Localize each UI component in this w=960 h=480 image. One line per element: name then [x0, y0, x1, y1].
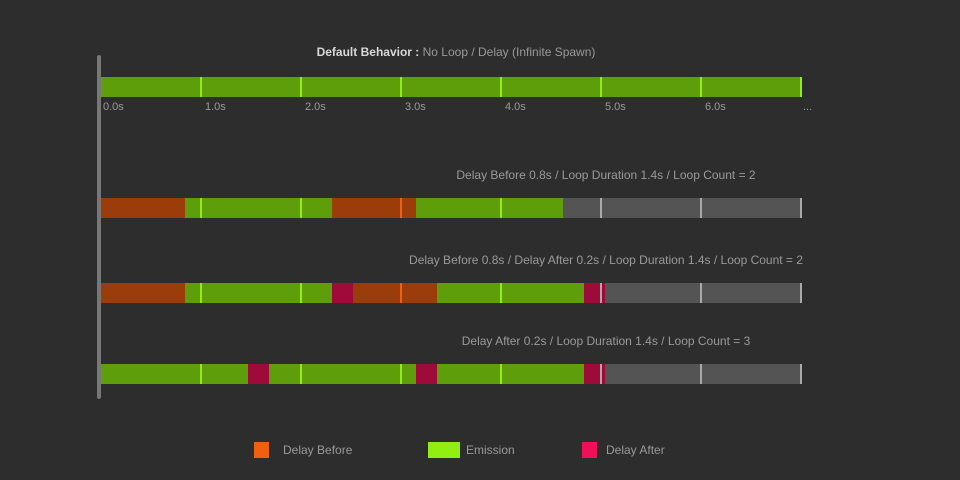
tick-mark	[500, 283, 502, 303]
tick-mark	[500, 198, 502, 218]
segment-delay-after	[584, 364, 605, 384]
tick-mark	[800, 77, 802, 97]
segment-emission	[437, 364, 584, 384]
tick-mark	[800, 198, 802, 218]
timeline-axis	[97, 55, 101, 399]
legend-label-delay-before: Delay Before	[283, 443, 353, 457]
tick-label: 5.0s	[605, 101, 626, 113]
segment-delay-after	[332, 283, 353, 303]
tick-label: ...	[803, 101, 813, 113]
default-title-bold: Default Behavior :	[316, 45, 420, 59]
segment-delay-before	[101, 283, 185, 303]
tick-mark	[200, 364, 202, 384]
tick-mark	[400, 198, 402, 218]
legend-swatch-delay-after	[582, 442, 597, 458]
tick-mark	[200, 198, 202, 218]
tick-mark	[800, 364, 802, 384]
row-1-timeline-bar	[101, 198, 802, 218]
tick-mark	[400, 283, 402, 303]
row-3-title: Delay After 0.2s / Loop Duration 1.4s / …	[461, 334, 751, 348]
segment-delay-after	[416, 364, 437, 384]
tick-mark	[200, 283, 202, 303]
tick-mark	[700, 77, 702, 97]
segment-delay-after	[248, 364, 269, 384]
legend-swatch-emission	[428, 442, 460, 458]
tick-mark	[600, 364, 602, 384]
tick-label: 2.0s	[305, 101, 326, 113]
tick-mark	[300, 198, 302, 218]
row-2-timeline-bar	[101, 283, 802, 303]
legend-label-emission: Emission	[466, 443, 515, 457]
segment-delay-before	[332, 198, 416, 218]
row-3-timeline-bar	[101, 364, 802, 384]
row-2-title: Delay Before 0.8s / Delay After 0.2s / L…	[409, 253, 803, 267]
segment-emission	[101, 364, 248, 384]
tick-mark	[300, 364, 302, 384]
default-timeline-bar	[101, 77, 802, 97]
default-row-title: Default Behavior : No Loop / Delay (Infi…	[0, 45, 912, 59]
tick-label: 6.0s	[705, 101, 726, 113]
tick-label: 3.0s	[405, 101, 426, 113]
tick-mark	[600, 198, 602, 218]
tick-mark	[400, 364, 402, 384]
legend-swatch-delay-before	[254, 442, 269, 458]
segment-emission	[101, 77, 801, 97]
tick-mark	[600, 77, 602, 97]
tick-mark	[700, 198, 702, 218]
tick-label: 1.0s	[205, 101, 226, 113]
segment-emission	[269, 364, 416, 384]
segment-delay-before	[353, 283, 437, 303]
tick-mark	[300, 283, 302, 303]
tick-mark	[800, 283, 802, 303]
segment-emission	[185, 283, 332, 303]
segment-emission	[416, 198, 563, 218]
segment-emission	[185, 198, 332, 218]
segment-emission	[437, 283, 584, 303]
tick-mark	[300, 77, 302, 97]
tick-mark	[200, 77, 202, 97]
tick-mark	[500, 364, 502, 384]
segment-delay-after	[584, 283, 605, 303]
tick-label: 4.0s	[505, 101, 526, 113]
tick-mark	[700, 364, 702, 384]
tick-label: 0.0s	[103, 101, 124, 113]
segment-delay-before	[101, 198, 185, 218]
legend-label-delay-after: Delay After	[606, 443, 665, 457]
tick-mark	[500, 77, 502, 97]
default-title-rest: No Loop / Delay (Infinite Spawn)	[422, 45, 596, 59]
tick-mark	[700, 283, 702, 303]
tick-mark	[600, 283, 602, 303]
tick-mark	[400, 77, 402, 97]
row-1-title: Delay Before 0.8s / Loop Duration 1.4s /…	[456, 168, 756, 182]
